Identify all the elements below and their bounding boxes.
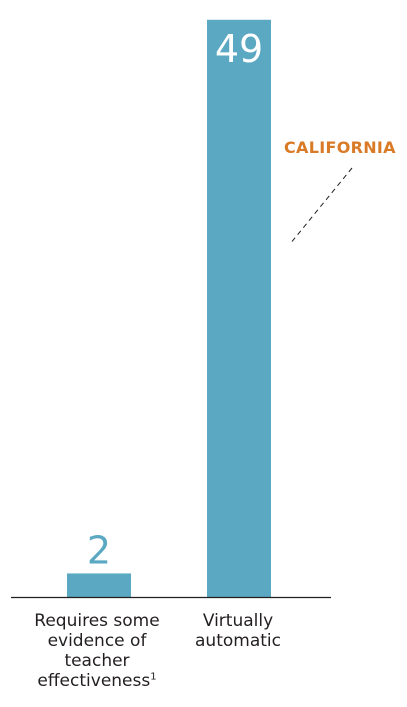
category-label-text: Virtually automatic [195, 611, 281, 651]
bar-virtually-automatic [207, 19, 271, 597]
footnote-marker: 1 [150, 671, 157, 683]
annotation-leader-line [289, 167, 353, 245]
value-label-requires-evidence: 2 [87, 528, 111, 572]
bar-requires-evidence [67, 573, 131, 597]
value-label-virtually-automatic: 49 [215, 27, 263, 71]
category-label-requires-evidence: Requires some evidence of teacher effect… [22, 611, 172, 691]
category-label-virtually-automatic: Virtually automatic [178, 611, 298, 651]
category-label-text: Requires some evidence of teacher effect… [34, 611, 160, 691]
california-annotation: CALIFORNIA [284, 138, 396, 157]
